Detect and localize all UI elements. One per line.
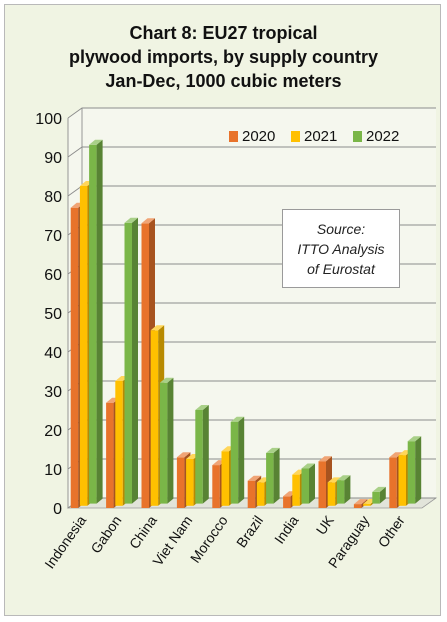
legend-label-2021: 2021: [304, 128, 337, 145]
bar-side: [309, 463, 315, 504]
bar-side: [167, 377, 174, 504]
bar-top: [353, 499, 368, 505]
y-tick-label: 20: [44, 423, 62, 440]
y-tick-label: 70: [44, 228, 62, 245]
y-tick-label: 80: [44, 189, 62, 206]
chart-title: Chart 8: EU27 tropical plywood imports, …: [0, 21, 447, 93]
bar-top: [389, 452, 403, 458]
bar-top: [301, 463, 315, 469]
legend-label-2020: 2020: [242, 128, 275, 145]
legend-swatch-2020: [229, 131, 238, 142]
bar-2020-uk: [318, 461, 326, 508]
bar-top: [336, 475, 351, 481]
bar-top: [266, 447, 280, 453]
bar-2022-brazil: [266, 452, 274, 504]
category-label: Gabon: [87, 513, 124, 557]
bar-2020-brazil: [247, 480, 256, 508]
source-line-1: Source:: [316, 220, 366, 237]
legend-swatch-2022: [353, 131, 362, 142]
bar-side: [273, 447, 280, 504]
legend-swatch-2021: [291, 131, 300, 142]
bar-2021-viet-nam: [186, 459, 194, 506]
bar-2021-brazil: [256, 482, 265, 506]
bar-top: [327, 477, 342, 483]
bar-2021-paraguay: [363, 503, 371, 506]
bar-2022-paraguay: [372, 491, 380, 504]
category-label: UK: [313, 512, 338, 538]
bar-2022-indonesia: [89, 144, 97, 504]
y-tick-label: 10: [44, 462, 62, 479]
category-label: India: [271, 512, 302, 546]
bar-top: [230, 416, 245, 422]
bar-side: [415, 436, 422, 504]
y-tick-label: 30: [44, 384, 62, 401]
bar-2021-morocco: [221, 451, 229, 506]
bar-2022-other: [407, 441, 416, 504]
source-line-2: ITTO Analysis: [297, 240, 385, 257]
y-tick-label: 0: [53, 501, 62, 518]
y-tick-label: 40: [44, 345, 62, 362]
chart-title-line-1: Chart 8: EU27 tropical: [129, 23, 318, 43]
bar-2021-china: [150, 330, 159, 506]
y-tick-label: 90: [44, 150, 62, 167]
bar-side: [344, 475, 351, 504]
category-label: Brazil: [233, 513, 266, 551]
bar-top: [176, 452, 191, 458]
bar-side: [132, 217, 138, 504]
bar-top: [141, 218, 155, 224]
bar-2022-china: [159, 382, 168, 504]
category-label: China: [126, 512, 160, 551]
bar-side: [96, 139, 103, 504]
bar-2020-morocco: [212, 465, 220, 508]
bar-2021-other: [398, 455, 406, 506]
chart-title-line-2: plywood imports, by supply country: [68, 47, 379, 67]
chart-title-line-3: Jan-Dec, 1000 cubic meters: [105, 71, 342, 91]
bar-2021-uk: [327, 482, 336, 506]
bar-2020-india: [283, 496, 291, 508]
bar-side: [238, 416, 245, 504]
bar-2020-gabon: [106, 402, 114, 508]
bar-2021-india: [292, 474, 300, 506]
bar-2022-gabon: [124, 222, 132, 504]
bar-side: [202, 405, 209, 504]
bar-top: [407, 436, 422, 442]
y-tick-label: 100: [35, 111, 62, 128]
category-label: Morocco: [187, 512, 231, 565]
bar-2020-indonesia: [70, 207, 79, 508]
legend-label-2022: 2022: [366, 128, 399, 145]
bar-top: [89, 139, 103, 145]
bar-top: [318, 456, 332, 462]
y-tick-label: 60: [44, 267, 62, 284]
bar-2020-viet-nam: [176, 457, 185, 508]
bar-2022-india: [301, 468, 309, 504]
category-label: Other: [375, 512, 408, 550]
bar-2021-gabon: [115, 381, 123, 506]
category-label: Indonesia: [41, 512, 89, 571]
bar-2020-china: [141, 223, 149, 509]
bar-2020-other: [389, 457, 397, 508]
bar-top: [195, 405, 209, 410]
bar-top: [150, 325, 165, 331]
bar-2020-paraguay: [353, 504, 362, 508]
source-annotation: Source: ITTO Analysis of Eurostat: [282, 209, 400, 288]
bar-side: [379, 486, 386, 504]
y-tick-label: 50: [44, 306, 62, 323]
bar-2022-morocco: [230, 421, 239, 504]
source-line-3: of Eurostat: [307, 260, 375, 277]
bar-2022-viet-nam: [195, 410, 203, 504]
bar-2021-indonesia: [79, 186, 88, 506]
bar-top: [372, 486, 386, 492]
bar-2022-uk: [336, 480, 345, 504]
bar-top: [124, 217, 138, 223]
bar-top: [247, 475, 262, 481]
bar-top: [159, 377, 174, 383]
